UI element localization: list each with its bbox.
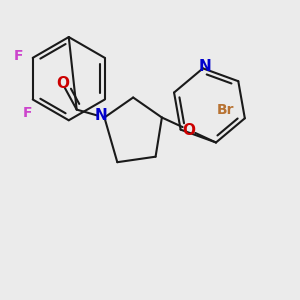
Text: O: O: [56, 76, 69, 91]
Text: F: F: [23, 106, 32, 120]
Text: O: O: [182, 122, 195, 137]
Text: N: N: [95, 108, 108, 123]
Text: N: N: [199, 59, 211, 74]
Text: F: F: [14, 49, 24, 63]
Text: Br: Br: [216, 103, 234, 117]
